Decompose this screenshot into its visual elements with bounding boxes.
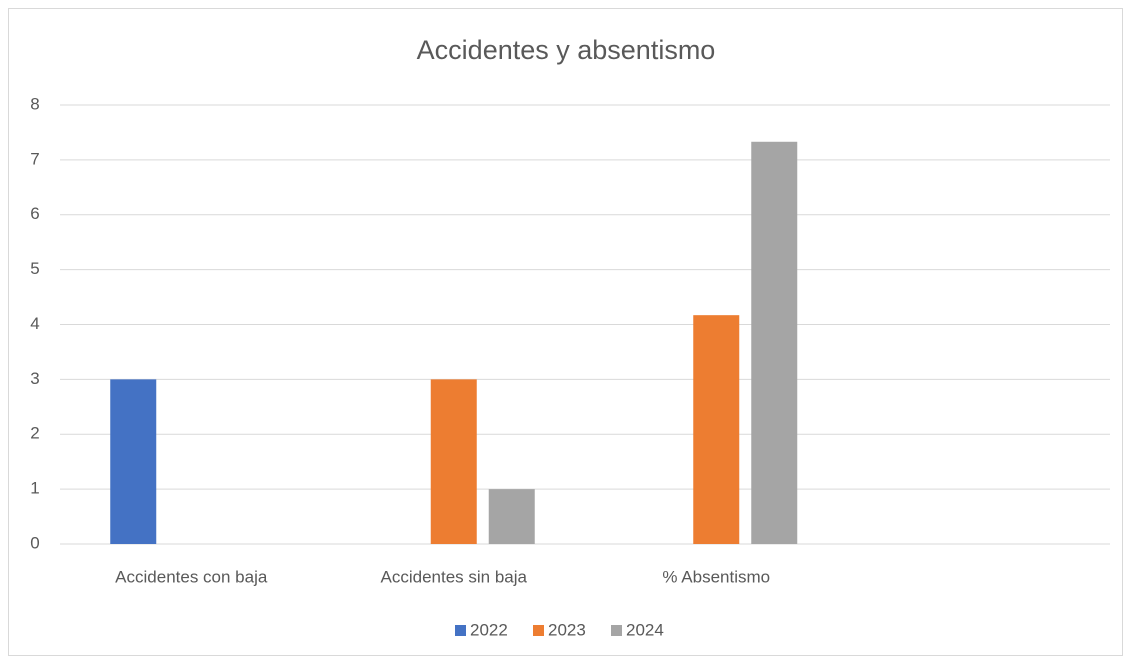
chart-frame	[8, 8, 1123, 656]
legend-label: 2022	[470, 620, 508, 639]
legend-swatch	[611, 625, 622, 636]
legend-swatch	[455, 625, 466, 636]
bar	[110, 379, 157, 544]
y-tick-label: 1	[30, 479, 39, 498]
y-tick-label: 6	[30, 204, 39, 223]
chart-title: Accidentes y absentismo	[417, 35, 716, 65]
x-tick-label: Accidentes sin baja	[381, 567, 528, 586]
legend-label: 2023	[548, 620, 586, 639]
bar	[751, 141, 798, 545]
y-tick-label: 5	[30, 259, 39, 278]
x-tick-label: Accidentes con baja	[115, 567, 268, 586]
x-tick-label: % Absentismo	[662, 567, 770, 586]
bar	[488, 489, 535, 544]
bar	[693, 315, 740, 544]
bar	[430, 379, 477, 544]
y-tick-label: 4	[30, 314, 39, 333]
y-tick-label: 7	[30, 149, 39, 168]
y-tick-label: 2	[30, 424, 39, 443]
y-tick-label: 3	[30, 369, 39, 388]
y-tick-label: 8	[30, 94, 39, 113]
legend-swatch	[533, 625, 544, 636]
legend-label: 2024	[626, 620, 664, 639]
y-tick-label: 0	[30, 533, 39, 552]
